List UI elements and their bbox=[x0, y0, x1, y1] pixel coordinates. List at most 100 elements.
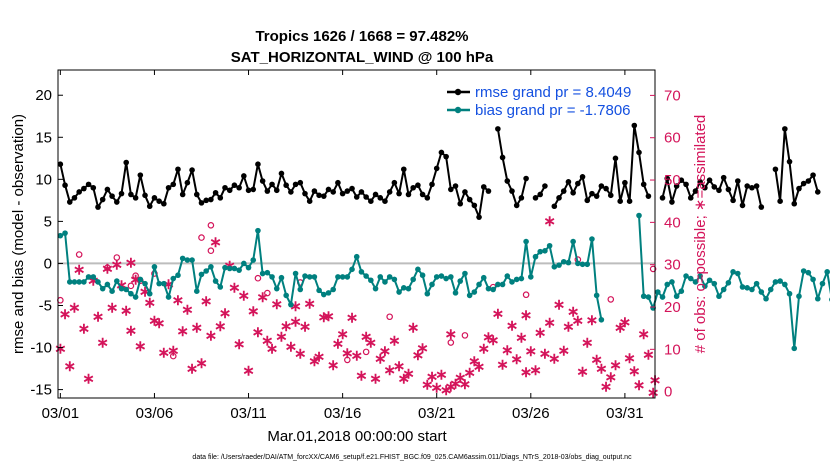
y-right-tick-label: 40 bbox=[664, 214, 681, 231]
rmse-point bbox=[203, 197, 209, 204]
rmse-point bbox=[800, 180, 807, 187]
rmse-point bbox=[349, 185, 355, 192]
bias-point bbox=[443, 275, 449, 282]
obs-assimilated-marker: ∗ bbox=[106, 300, 119, 317]
rmse-point bbox=[382, 198, 388, 204]
rmse-point bbox=[170, 181, 177, 188]
rmse-point bbox=[640, 181, 647, 188]
rmse-point bbox=[617, 198, 623, 204]
rmse-point bbox=[95, 204, 101, 210]
obs-assimilated-marker: ∗ bbox=[379, 343, 392, 360]
rmse-point bbox=[687, 195, 694, 201]
bias-point bbox=[170, 275, 177, 282]
obs-assimilated-marker: ∗ bbox=[238, 287, 251, 304]
bias-point bbox=[589, 236, 595, 242]
obs-assimilated-marker: ∗ bbox=[233, 336, 246, 353]
rmse-point bbox=[537, 191, 544, 198]
data-file-footer: data file: /Users/raeder/DAI/ATM_forcXX/… bbox=[192, 454, 632, 461]
bias-point bbox=[410, 276, 416, 283]
bias-point bbox=[349, 266, 355, 273]
rmse-point bbox=[471, 202, 478, 209]
obs-assimilated-marker: ∗ bbox=[520, 364, 533, 381]
obs-assimilated-marker: ∗ bbox=[553, 297, 566, 314]
rmse-point bbox=[302, 190, 308, 197]
rmse-point bbox=[212, 189, 219, 196]
rmse-point bbox=[669, 199, 675, 205]
bias-point bbox=[236, 267, 242, 273]
bias-point bbox=[509, 279, 515, 285]
obs-possible-marker bbox=[132, 272, 139, 279]
bias-point bbox=[814, 295, 821, 302]
bias-point bbox=[739, 284, 746, 290]
obs-assimilated-marker: ∗ bbox=[449, 375, 462, 392]
obs-possible-marker bbox=[362, 348, 370, 356]
bias-point bbox=[716, 293, 722, 300]
rmse-point bbox=[433, 165, 440, 172]
rmse-point bbox=[273, 187, 280, 194]
rmse-point bbox=[749, 184, 755, 191]
obs-assimilated-marker: ∗ bbox=[148, 313, 161, 330]
bias-point bbox=[753, 280, 760, 287]
x-tick-label: 03/31 bbox=[606, 405, 644, 422]
bias-point bbox=[734, 270, 741, 277]
obs-assimilated-marker: ∗ bbox=[336, 326, 349, 343]
rmse-point bbox=[683, 181, 689, 188]
bias-point bbox=[485, 285, 492, 292]
obs-possible-marker bbox=[104, 264, 111, 271]
obs-assimilated-marker: ∗ bbox=[637, 326, 650, 343]
rmse-point bbox=[443, 153, 449, 160]
obs-assimilated-marker: ∗ bbox=[176, 323, 189, 340]
bias-point bbox=[151, 264, 158, 270]
obs-assimilated-marker: ∗ bbox=[468, 353, 481, 370]
bias-point bbox=[466, 292, 473, 299]
bias-point bbox=[452, 290, 459, 296]
obs-assimilated-marker: ∗ bbox=[275, 328, 288, 345]
bias-point bbox=[560, 258, 567, 265]
rmse-point bbox=[410, 184, 416, 191]
obs-assimilated-marker: ∗ bbox=[209, 234, 222, 251]
rmse-point bbox=[132, 195, 139, 201]
obs-assimilated-marker: ∗ bbox=[628, 363, 641, 380]
y-right-tick-label: 50 bbox=[664, 172, 681, 189]
obs-assimilated-marker: ∗ bbox=[360, 328, 373, 345]
bias-point bbox=[575, 260, 581, 267]
obs-assimilated-marker: ∗ bbox=[534, 325, 547, 342]
bias-point bbox=[269, 274, 275, 280]
y-right-tick-label: 60 bbox=[664, 130, 681, 147]
bias-point bbox=[344, 274, 351, 280]
y-left-tick-label: 20 bbox=[35, 87, 52, 104]
bias-point bbox=[193, 288, 200, 294]
rmse-point bbox=[297, 179, 304, 186]
obs-assimilated-marker: ∗ bbox=[120, 303, 133, 320]
bias-point bbox=[123, 286, 130, 293]
legend-marker-bias bbox=[454, 106, 462, 114]
bias-point bbox=[518, 275, 525, 282]
obs-assimilated-marker: ∗ bbox=[572, 313, 585, 330]
obs-assimilated-marker: ∗ bbox=[445, 326, 458, 343]
rmse-point bbox=[104, 186, 111, 193]
bias-point bbox=[570, 238, 576, 245]
rmse-point bbox=[321, 193, 327, 199]
legend-label-rmse: rmse grand pr = 8.4049 bbox=[475, 84, 631, 101]
bias-point bbox=[786, 290, 793, 297]
bias-point bbox=[358, 269, 365, 275]
bias-point bbox=[819, 280, 826, 287]
obs-assimilated-marker: ∗ bbox=[111, 256, 124, 273]
obs-assimilated-marker: ∗ bbox=[543, 213, 556, 230]
y-right-tick-label: 0 bbox=[664, 384, 672, 401]
rmse-point bbox=[796, 185, 802, 192]
y-left-tick-label: 0 bbox=[44, 255, 52, 272]
bias-point bbox=[264, 269, 271, 276]
rmse-point bbox=[720, 174, 727, 181]
rmse-point bbox=[99, 196, 106, 203]
bias-point bbox=[146, 290, 153, 297]
rmse-point bbox=[377, 195, 384, 201]
rmse-point bbox=[744, 183, 751, 189]
bias-point bbox=[405, 285, 412, 292]
rmse-point bbox=[405, 191, 412, 198]
rmse-point bbox=[123, 159, 130, 166]
bias-point bbox=[161, 280, 167, 287]
y-axis-label-left: rmse and bias (model - observation) bbox=[10, 114, 27, 354]
rmse-point bbox=[81, 185, 87, 192]
obs-assimilated-marker: ∗ bbox=[529, 362, 542, 379]
